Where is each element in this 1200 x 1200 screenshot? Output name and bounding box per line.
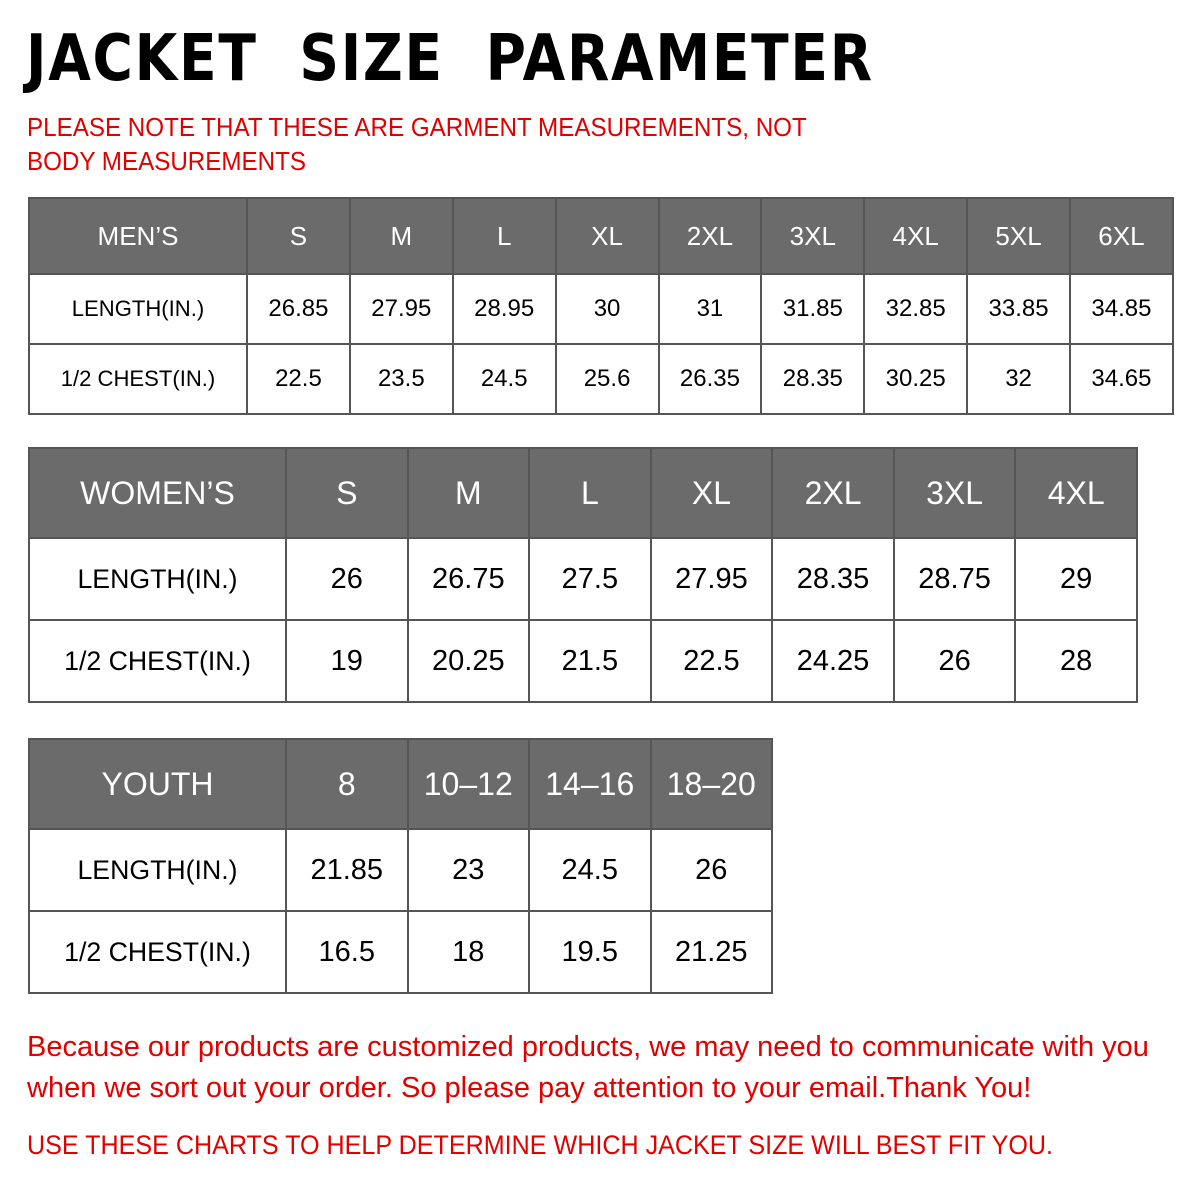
measurement-cell: 22.5 xyxy=(246,343,351,415)
size-header: 4XL xyxy=(863,197,969,275)
size-header: L xyxy=(451,197,557,275)
measurement-cell: 24.25 xyxy=(771,619,895,703)
measurement-cell: 28 xyxy=(1014,619,1138,703)
table-row: 1/2 CHEST(IN.) 16.5 18 19.5 21.25 xyxy=(28,910,773,994)
table-row: LENGTH(IN.) 21.85 23 24.5 26 xyxy=(28,828,773,912)
measurement-cell: 30.25 xyxy=(863,343,969,415)
customization-message: Because our products are customized prod… xyxy=(27,1031,1149,1104)
size-header: 4XL xyxy=(1014,447,1138,539)
size-header: S xyxy=(246,197,351,275)
category-header: YOUTH xyxy=(28,738,287,830)
measurement-cell: 26 xyxy=(649,828,773,912)
row-label: 1/2 CHEST(IN.) xyxy=(28,619,287,703)
measurement-cell: 27.5 xyxy=(528,537,652,621)
measurement-cell: 21.25 xyxy=(649,910,773,994)
measurement-cell: 19 xyxy=(285,619,409,703)
measurement-cell: 31.85 xyxy=(760,273,866,345)
measurement-cell: 26.35 xyxy=(657,343,763,415)
measurement-cell: 26 xyxy=(892,619,1017,703)
measurement-cell: 28.75 xyxy=(892,537,1017,621)
row-label: 1/2 CHEST(IN.) xyxy=(28,910,287,994)
table-row: LENGTH(IN.) 26.85 27.95 28.95 30 31 31.85 32.85… xyxy=(28,273,1174,345)
size-header: 14–16 xyxy=(528,738,652,830)
table-header-row: WOMEN’S S M L XL 2XL 3XL 4XL xyxy=(28,447,1138,539)
size-header: 5XL xyxy=(966,197,1071,275)
measurement-cell: 23.5 xyxy=(348,343,454,415)
table-row: 1/2 CHEST(IN.) 19 20.25 21.5 22.5 24.25 26 28 xyxy=(28,619,1138,703)
row-label: LENGTH(IN.) xyxy=(28,537,287,621)
womens-size-table: WOMEN’S S M L XL 2XL 3XL 4XL LENGTH(IN.) 26 26.75 2… xyxy=(28,447,1138,703)
size-header: L xyxy=(528,447,652,539)
measurement-cell: 27.95 xyxy=(649,537,774,621)
measurement-cell: 24.5 xyxy=(528,828,652,912)
youth-size-table: YOUTH 8 10–12 14–16 18–20 LENGTH(IN.) 21.85 23 2… xyxy=(28,738,773,994)
measurement-cell: 28.35 xyxy=(771,537,895,621)
measurement-cell: 28.35 xyxy=(760,343,866,415)
measurement-cell: 34.65 xyxy=(1069,343,1174,415)
measurement-cell: 27.95 xyxy=(348,273,454,345)
measurement-cell: 29 xyxy=(1014,537,1138,621)
measurement-note: PLEASE NOTE THAT THESE ARE GARMENT MEASU… xyxy=(27,112,807,176)
size-header: 2XL xyxy=(771,447,895,539)
size-header: 10–12 xyxy=(406,738,530,830)
table-header-row: MEN’S S M L XL 2XL 3XL 4XL 5XL 6XL xyxy=(28,197,1174,275)
measurement-cell: 32.85 xyxy=(863,273,969,345)
measurement-cell: 26.85 xyxy=(246,273,351,345)
size-header: M xyxy=(406,447,531,539)
table-header-row: YOUTH 8 10–12 14–16 18–20 xyxy=(28,738,773,830)
size-header: 6XL xyxy=(1069,197,1174,275)
measurement-cell: 23 xyxy=(406,828,530,912)
mens-size-table: MEN’S S M L XL 2XL 3XL 4XL 5XL 6XL LENGTH(IN.) 26.8… xyxy=(28,197,1174,415)
size-header: XL xyxy=(554,197,660,275)
category-header: MEN’S xyxy=(28,197,248,275)
measurement-cell: 21.5 xyxy=(528,619,652,703)
measurement-cell: 24.5 xyxy=(451,343,557,415)
measurement-cell: 30 xyxy=(554,273,660,345)
measurement-cell: 22.5 xyxy=(649,619,774,703)
measurement-cell: 32 xyxy=(966,343,1071,415)
row-label: LENGTH(IN.) xyxy=(28,273,248,345)
size-header: S xyxy=(285,447,409,539)
table-row: 1/2 CHEST(IN.) 22.5 23.5 24.5 25.6 26.35 28.35… xyxy=(28,343,1174,415)
measurement-cell: 20.25 xyxy=(406,619,531,703)
size-header: 3XL xyxy=(892,447,1017,539)
measurement-cell: 18 xyxy=(406,910,530,994)
measurement-cell: 28.95 xyxy=(451,273,557,345)
size-instruction: USE THESE CHARTS TO HELP DETERMINE WHICH… xyxy=(27,1130,1054,1160)
measurement-cell: 34.85 xyxy=(1069,273,1174,345)
size-header: 2XL xyxy=(657,197,763,275)
size-header: 3XL xyxy=(760,197,866,275)
row-label: LENGTH(IN.) xyxy=(28,828,287,912)
measurement-cell: 26 xyxy=(285,537,409,621)
measurement-cell: 33.85 xyxy=(966,273,1071,345)
measurement-cell: 19.5 xyxy=(528,910,652,994)
size-header: 8 xyxy=(285,738,409,830)
measurement-cell: 26.75 xyxy=(406,537,531,621)
row-label: 1/2 CHEST(IN.) xyxy=(28,343,248,415)
measurement-cell: 25.6 xyxy=(554,343,660,415)
measurement-cell: 21.85 xyxy=(285,828,409,912)
size-header: M xyxy=(348,197,454,275)
size-header: XL xyxy=(649,447,774,539)
measurement-cell: 16.5 xyxy=(285,910,409,994)
table-row: LENGTH(IN.) 26 26.75 27.5 27.95 28.35 28.75 29 xyxy=(28,537,1138,621)
category-header: WOMEN’S xyxy=(28,447,287,539)
size-header: 18–20 xyxy=(649,738,773,830)
measurement-cell: 31 xyxy=(657,273,763,345)
page-title: JACKET SIZE PARAMETER xyxy=(26,22,874,96)
